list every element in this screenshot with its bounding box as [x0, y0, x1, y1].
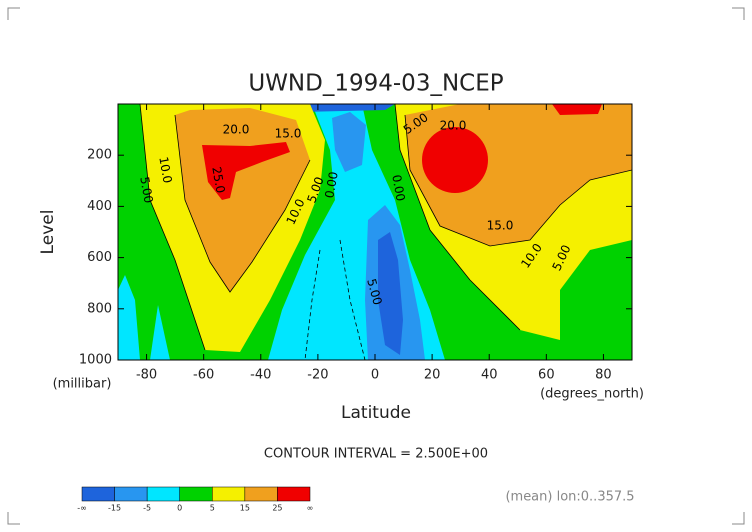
- colorbar-box: [277, 486, 311, 502]
- contour-interval: CONTOUR INTERVAL = 2.500E+00: [264, 447, 488, 462]
- contour-label: 5.00: [364, 277, 384, 306]
- contour-fill: [150, 305, 170, 360]
- contour-fill: [552, 104, 602, 115]
- colorbar-label: -∞: [77, 504, 87, 513]
- colorbar-box: [114, 486, 148, 502]
- contour-fill: [118, 275, 140, 360]
- x-tick-label: 40: [481, 368, 498, 383]
- colorbar-box: [146, 486, 180, 502]
- x-tick-label: -80: [136, 368, 157, 383]
- contour-fill: [422, 127, 488, 193]
- contour-label: 20.0: [440, 119, 467, 133]
- chart-title: UWND_1994-03_NCEP: [248, 71, 503, 97]
- x-axis-unit: (degrees_north): [540, 387, 644, 402]
- y-tick-label: 400: [87, 199, 112, 214]
- colorbar-label: -5: [143, 504, 151, 513]
- y-tick-label: 1000: [79, 353, 112, 368]
- contour-label: 10.0: [156, 156, 174, 185]
- x-tick-label: -60: [193, 368, 214, 383]
- axes: -80 -60 -40 -20 0 20 40 60 80 200 400 600 800 1000: [79, 104, 632, 383]
- contour-label: 20.0: [223, 123, 250, 137]
- corner-marks: [7, 7, 745, 525]
- x-tick-label: 60: [538, 368, 555, 383]
- x-tick-label: 0: [371, 368, 379, 383]
- x-tick-label: -20: [307, 368, 328, 383]
- colorbar: -∞ -15 -5 0 5 15 25 ∞: [77, 486, 314, 513]
- contour-lines: [139, 104, 632, 360]
- contour-label: 0.00: [322, 171, 340, 200]
- y-axis-unit: (millibar): [53, 377, 112, 392]
- contour-label: 15.0: [275, 127, 302, 141]
- colorbar-label: 25: [272, 504, 282, 513]
- note: (mean) lon:0..357.5: [505, 490, 634, 505]
- contour-label: 25.0: [209, 166, 227, 195]
- contour-field: 20.0 15.0 10.0 5.00 25.0 10.0 5.00 0.00 …: [118, 104, 632, 360]
- colorbar-box: [244, 486, 278, 502]
- colorbar-box: [179, 486, 213, 502]
- colorbar-label: 0: [177, 504, 182, 513]
- colorbar-box: [212, 486, 246, 502]
- x-tick-label: -40: [250, 368, 271, 383]
- colorbar-label: 15: [240, 504, 250, 513]
- contour-fill: [332, 112, 366, 172]
- x-axis-label: Latitude: [341, 403, 411, 423]
- y-axis-label: Level: [38, 210, 58, 255]
- contour-label: 5.00: [137, 176, 155, 205]
- x-tick-label: 80: [595, 368, 612, 383]
- colorbar-label: ∞: [307, 504, 314, 513]
- colorbar-label: -15: [108, 504, 121, 513]
- y-tick-label: 800: [87, 301, 112, 316]
- contour-fill: [378, 232, 403, 355]
- colorbar-box: [81, 486, 115, 502]
- colorbar-label: 5: [210, 504, 215, 513]
- y-tick-label: 200: [87, 148, 112, 163]
- x-tick-label: 20: [424, 368, 441, 383]
- contour-label: 15.0: [487, 219, 514, 233]
- y-tick-label: 600: [87, 250, 112, 265]
- contour-label: 0.00: [389, 174, 407, 203]
- contour-fill: [202, 142, 290, 200]
